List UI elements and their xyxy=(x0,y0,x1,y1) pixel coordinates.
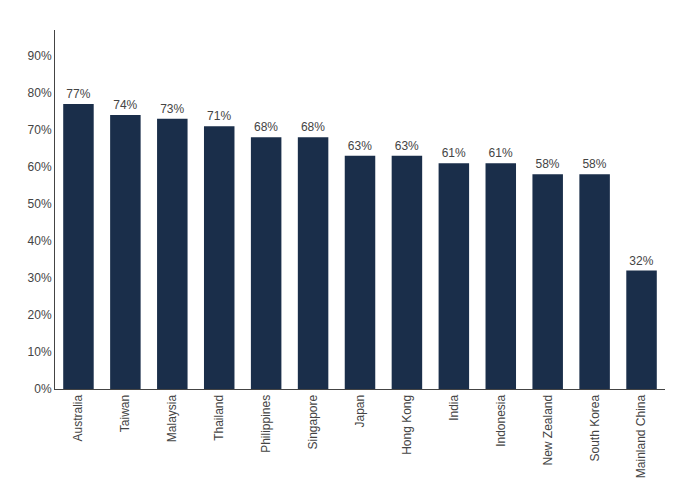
svg-text:68%: 68% xyxy=(254,120,278,134)
svg-text:63%: 63% xyxy=(348,139,372,153)
svg-text:South Korea: South Korea xyxy=(588,394,602,461)
svg-text:68%: 68% xyxy=(301,120,325,134)
svg-text:20%: 20% xyxy=(28,308,52,322)
svg-text:70%: 70% xyxy=(28,123,52,137)
svg-text:India: India xyxy=(447,394,461,420)
svg-text:0%: 0% xyxy=(34,382,52,396)
svg-text:61%: 61% xyxy=(489,146,513,160)
svg-text:Philippines: Philippines xyxy=(259,395,273,453)
svg-text:Hong Kong: Hong Kong xyxy=(400,395,414,455)
svg-text:80%: 80% xyxy=(28,86,52,100)
svg-text:Japan: Japan xyxy=(353,395,367,428)
svg-text:Mainland China: Mainland China xyxy=(634,394,648,478)
svg-text:77%: 77% xyxy=(66,87,90,101)
svg-text:10%: 10% xyxy=(28,345,52,359)
svg-text:50%: 50% xyxy=(28,197,52,211)
svg-text:58%: 58% xyxy=(536,157,560,171)
svg-text:90%: 90% xyxy=(28,49,52,63)
svg-text:40%: 40% xyxy=(28,234,52,248)
svg-text:30%: 30% xyxy=(28,271,52,285)
svg-text:Indonesia: Indonesia xyxy=(494,394,508,446)
svg-text:61%: 61% xyxy=(442,146,466,160)
svg-text:74%: 74% xyxy=(113,98,137,112)
svg-text:63%: 63% xyxy=(395,139,419,153)
svg-text:71%: 71% xyxy=(207,109,231,123)
svg-text:Taiwan: Taiwan xyxy=(118,395,132,432)
svg-text:73%: 73% xyxy=(160,102,184,116)
svg-text:60%: 60% xyxy=(28,160,52,174)
svg-text:32%: 32% xyxy=(629,254,653,268)
svg-text:Malaysia: Malaysia xyxy=(165,394,179,442)
svg-text:Thailand: Thailand xyxy=(212,395,226,441)
svg-text:New Zealand: New Zealand xyxy=(541,395,555,466)
svg-text:58%: 58% xyxy=(582,157,606,171)
svg-text:Singapore: Singapore xyxy=(306,394,320,449)
svg-text:Australia: Australia xyxy=(71,394,85,441)
